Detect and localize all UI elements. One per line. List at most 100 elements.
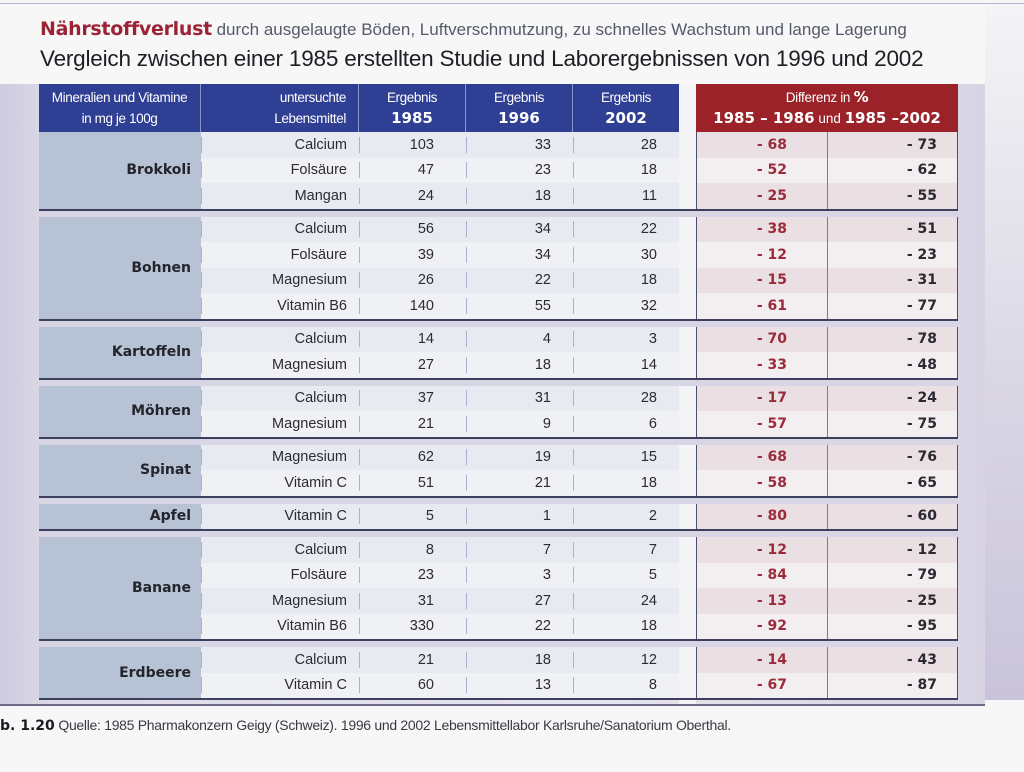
value-1996-cell: 27 bbox=[466, 592, 573, 609]
table-row: Folsäure 47 23 18 - 52- 62 bbox=[39, 157, 958, 183]
column-gap-cell bbox=[679, 293, 696, 319]
difference-cells: - 68- 73 bbox=[696, 132, 958, 158]
food-group: Magnesium 62 19 15 - 68- 76 Vitamin C 51 21 18 - … bbox=[39, 438, 958, 498]
nutrient-cell: Vitamin C bbox=[201, 474, 359, 491]
header-2002-label: Ergebnis bbox=[600, 90, 652, 105]
nutrient-cell: Vitamin B6 bbox=[201, 297, 359, 314]
diff-1996-cell: - 92 bbox=[696, 613, 827, 639]
table-row: Calcium 56 34 22 - 38- 51 bbox=[39, 216, 958, 242]
value-1996-cell: 33 bbox=[466, 136, 573, 153]
value-1996-cell: 34 bbox=[466, 221, 573, 238]
column-gap-cell bbox=[679, 267, 696, 293]
value-1996-cell: 3 bbox=[466, 567, 573, 584]
nutrient-cell: Magnesium bbox=[201, 356, 359, 373]
difference-cells: - 80- 60 bbox=[696, 503, 958, 529]
diff-1996-cell: - 68 bbox=[696, 132, 827, 158]
difference-cells: - 52- 62 bbox=[696, 157, 958, 183]
value-1996-cell: 19 bbox=[466, 449, 573, 466]
value-2002-cell: 2 bbox=[573, 508, 679, 525]
value-2002-cell: 28 bbox=[573, 136, 679, 153]
measurement-cells: Mangan 24 18 11 bbox=[201, 183, 679, 209]
difference-cells: - 38- 51 bbox=[696, 216, 958, 242]
value-1985-cell: 47 bbox=[359, 162, 466, 179]
table-row: Magnesium 31 27 24 - 13- 25 bbox=[39, 588, 958, 614]
value-1996-cell: 55 bbox=[466, 297, 573, 314]
diff-1996-cell: - 13 bbox=[696, 588, 827, 614]
column-gap-cell bbox=[679, 588, 696, 614]
food-group: Calcium 14 4 3- 70- 78 Magnesium 27 18 14- 33- … bbox=[39, 320, 958, 380]
column-gap-cell bbox=[679, 157, 696, 183]
header-foods-line1: untersuchte bbox=[279, 90, 347, 105]
food-name-cell: Kartoffeln bbox=[39, 326, 201, 378]
value-1996-cell: 4 bbox=[466, 331, 573, 348]
value-1996-cell: 18 bbox=[466, 356, 573, 373]
food-group: Calcium 103 33 28- 68- 73 Folsäure 47 23 18- 52… bbox=[39, 132, 958, 211]
value-1985-cell: 37 bbox=[359, 390, 466, 407]
diff-1996-cell: - 68 bbox=[696, 444, 827, 470]
figure-caption: b. 1.20 Quelle: 1985 Pharmakonzern Geigy… bbox=[0, 717, 731, 734]
value-1985-cell: 26 bbox=[359, 272, 466, 289]
diff-1996-cell: - 12 bbox=[696, 242, 827, 268]
column-gap-cell bbox=[679, 562, 696, 588]
header-diff-label: Differenz in bbox=[785, 90, 854, 105]
header-foods-line2: Lebensmittel bbox=[274, 111, 346, 126]
header-difference: Differenz in % 1985 – 1986 und 1985 –200… bbox=[696, 84, 958, 132]
value-2002-cell: 7 bbox=[573, 541, 679, 558]
caption-number: b. 1.20 bbox=[0, 718, 55, 734]
food-group-body: Calcium 14 4 3- 70- 78 Magnesium 27 18 14- 33- … bbox=[39, 326, 958, 378]
header-2002: Ergebnis 2002 bbox=[573, 84, 679, 132]
measurement-cells: Magnesium 31 27 24 bbox=[201, 588, 679, 614]
food-group: Calcium 21 18 12 - 14- 43 Vitamin C 60 13 8 - 67-… bbox=[39, 641, 958, 700]
difference-cells: - 13- 25 bbox=[696, 588, 958, 614]
column-gap-cell bbox=[679, 385, 696, 411]
difference-cells: - 17- 24 bbox=[696, 385, 958, 411]
title-keyword: Nährstoffverlust bbox=[40, 18, 212, 40]
food-group: Calcium 8 7 7- 12- 12 Folsäure 23 3 5- 84- 79 Ma… bbox=[39, 531, 958, 641]
header-diff-percent: % bbox=[853, 88, 869, 106]
table-row: Vitamin C 60 13 8 - 67- 87 bbox=[39, 672, 958, 698]
table-row: Vitamin B6 140 55 32 - 61- 77 bbox=[39, 293, 958, 319]
difference-cells: - 33- 48 bbox=[696, 352, 958, 378]
header-1996: Ergebnis 1996 bbox=[466, 84, 573, 132]
value-1985-cell: 8 bbox=[359, 541, 466, 558]
food-group: Calcium 56 34 22- 38- 51 Folsäure 39 34 30- 12-… bbox=[39, 210, 958, 321]
title-rest: durch ausgelaugte Böden, Luftverschmutzu… bbox=[211, 20, 907, 39]
header-foods: untersuchte Lebensmittel bbox=[201, 84, 359, 132]
nutrient-cell: Magnesium bbox=[201, 415, 359, 432]
nutrient-cell: Folsäure bbox=[201, 567, 359, 584]
table-header-red bbox=[696, 84, 958, 132]
diff-2002-cell: - 24 bbox=[827, 385, 958, 411]
diff-2002-cell: - 65 bbox=[827, 470, 958, 496]
food-name-cell: Banane bbox=[39, 537, 201, 639]
column-gap-cell bbox=[679, 216, 696, 242]
value-1996-cell: 23 bbox=[466, 162, 573, 179]
food-group-body: Calcium 56 34 22- 38- 51 Folsäure 39 34 30- 12-… bbox=[39, 216, 958, 319]
measurement-cells: Magnesium 62 19 15 bbox=[201, 444, 679, 470]
nutrient-cell: Vitamin B6 bbox=[201, 618, 359, 635]
food-group-body: Calcium 21 18 12 - 14- 43 Vitamin C 60 13 8 - 67-… bbox=[39, 647, 958, 698]
nutrient-cell: Calcium bbox=[201, 390, 359, 407]
difference-cells: - 25- 55 bbox=[696, 183, 958, 209]
value-1996-cell: 1 bbox=[466, 508, 573, 525]
value-1985-cell: 140 bbox=[359, 297, 466, 314]
difference-cells: - 84- 79 bbox=[696, 562, 958, 588]
value-2002-cell: 28 bbox=[573, 390, 679, 407]
value-1996-cell: 21 bbox=[466, 474, 573, 491]
table-row: Calcium 37 31 28 - 17- 24 bbox=[39, 385, 958, 411]
food-name-cell: Erdbeere bbox=[39, 647, 201, 698]
value-1996-cell: 7 bbox=[466, 541, 573, 558]
diff-2002-cell: - 62 bbox=[827, 157, 958, 183]
difference-cells: - 70- 78 bbox=[696, 326, 958, 352]
header-1996-year: 1996 bbox=[498, 109, 540, 127]
table-row: Calcium 21 18 12 - 14- 43 bbox=[39, 647, 958, 673]
measurement-cells: Folsäure 23 3 5 bbox=[201, 562, 679, 588]
difference-cells: - 92- 95 bbox=[696, 613, 958, 639]
header-diff-range1: 1985 – 1986 bbox=[713, 109, 815, 127]
measurement-cells: Vitamin C 51 21 18 bbox=[201, 470, 679, 496]
value-2002-cell: 18 bbox=[573, 162, 679, 179]
diff-1996-cell: - 52 bbox=[696, 157, 827, 183]
value-2002-cell: 18 bbox=[573, 272, 679, 289]
header-diff-range2: 1985 –2002 bbox=[844, 109, 941, 127]
table-row: Magnesium 62 19 15 - 68- 76 bbox=[39, 444, 958, 470]
header-1985-label: Ergebnis bbox=[386, 90, 438, 105]
